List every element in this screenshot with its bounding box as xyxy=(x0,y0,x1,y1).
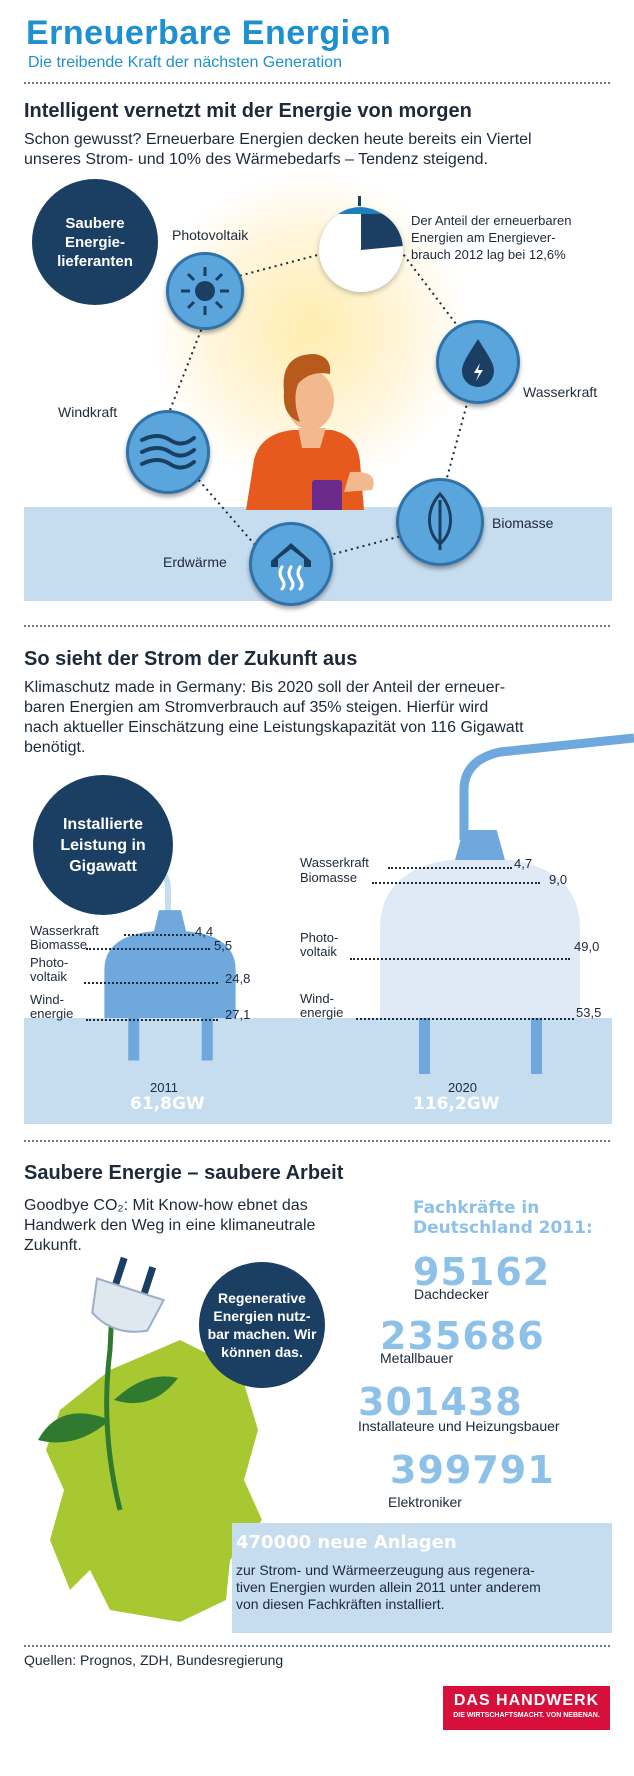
erdwaerme-label: Erdwärme xyxy=(163,554,227,570)
divider xyxy=(24,1645,610,1647)
badge-clean-energy: Saubere Energie- lieferanten xyxy=(32,179,158,305)
label-2011-photo: Photo-voltaik xyxy=(30,955,69,984)
leader-2011-wasser xyxy=(124,934,194,936)
total-2011: 61,8GW xyxy=(130,1094,205,1114)
geothermal-icon xyxy=(249,522,333,606)
ground-strip-chart xyxy=(24,1018,612,1124)
stat-value-dachdecker: 95162 xyxy=(413,1250,551,1294)
germany-map-illustration xyxy=(38,1256,262,1622)
leader-2020-photo xyxy=(350,958,570,960)
section3-heading: Saubere Energie – saubere Arbeit xyxy=(24,1162,344,1184)
share-pie xyxy=(319,208,403,292)
stat-label-dachdecker: Dachdecker xyxy=(414,1286,489,1302)
label-2020-wasserkraft: Wasserkraft xyxy=(300,855,369,870)
value-2011-photovoltaik: 24,8 xyxy=(225,971,251,986)
stat-value-installateure: 301438 xyxy=(358,1380,523,1424)
leader-2020-wasser xyxy=(388,867,512,869)
capacity-chart xyxy=(104,830,580,1074)
installations-title: 470000 neue Anlagen xyxy=(236,1532,457,1553)
person-illustration xyxy=(246,354,374,510)
badge-regenerative: Regenerative Energien nutz- bar machen. … xyxy=(199,1262,325,1388)
section1-text: Schon gewusst? Erneuerbare Energien deck… xyxy=(24,131,532,168)
value-2011-biomasse: 5,5 xyxy=(214,938,233,953)
section2-text: Klimaschutz made in Germany: Bis 2020 so… xyxy=(24,679,524,756)
value-2011-wasserkraft: 4,4 xyxy=(195,924,214,939)
stats-title: Fachkräfte in Deutschland 2011: xyxy=(413,1198,593,1238)
label-2011-wasserkraft: Wasserkraft xyxy=(30,923,99,938)
plug-collar-2011 xyxy=(153,910,187,933)
stat-value-metallbauer: 235686 xyxy=(380,1314,545,1358)
label-2020-wind: Wind-energie xyxy=(300,991,344,1020)
stat-label-elektroniker: Elektroniker xyxy=(388,1494,462,1510)
section2-heading: So sieht der Strom der Zukunft aus xyxy=(24,648,358,670)
leaf-icon xyxy=(396,478,484,566)
plug-2020 xyxy=(380,830,580,1074)
plug-prong-2011-1 xyxy=(201,1014,213,1061)
water-drop-icon xyxy=(436,320,520,404)
badge-capacity: Installierte Leistung in Gigawatt xyxy=(33,775,173,915)
section3-text: Goodbye CO₂: Mit Know-how ebnet das Hand… xyxy=(24,1197,316,1254)
windkraft-label: Windkraft xyxy=(58,404,118,420)
value-2020-windenergie: 53,5 xyxy=(576,1005,602,1020)
logo: DAS HANDWERK DIE WIRTSCHAFTSMACHT. VON N… xyxy=(443,1686,610,1730)
sources-text: Quellen: Prognos, ZDH, Bundesregierung xyxy=(24,1652,284,1668)
stat-label-installateure: Installateure und Heizungsbauer xyxy=(358,1418,560,1434)
installations-text: zur Strom- und Wärmeerzeugung aus regene… xyxy=(236,1562,541,1612)
year-2011: 2011 xyxy=(150,1080,178,1095)
value-2020-wasserkraft: 4,7 xyxy=(514,856,533,871)
label-2020-photo: Photo-voltaik xyxy=(300,930,339,959)
plug-prong-2020-1 xyxy=(531,1014,542,1074)
share-text: Der Anteil der erneuerbaren Energien am … xyxy=(411,213,572,262)
plug-collar-2020 xyxy=(455,830,505,860)
plug-prong-2020-0 xyxy=(419,1014,430,1074)
value-2020-photovoltaik: 49,0 xyxy=(574,939,600,954)
value-2011-windenergie: 27,1 xyxy=(225,1007,251,1022)
installations-box xyxy=(232,1523,612,1633)
stat-value-elektroniker: 399791 xyxy=(390,1448,555,1492)
leader-2011-wind xyxy=(86,1019,218,1021)
leader-2011-bio xyxy=(86,948,210,950)
divider xyxy=(24,625,610,627)
stat-label-metallbauer: Metallbauer xyxy=(380,1350,454,1366)
label-2011-wind: Wind-energie xyxy=(30,992,74,1021)
biomasse-label: Biomasse xyxy=(492,515,554,531)
wind-icon xyxy=(126,410,210,494)
leader-2020-wind xyxy=(356,1018,574,1020)
plug-body-2011 xyxy=(104,930,236,1018)
connection-lines xyxy=(169,249,473,556)
leader-2020-bio xyxy=(372,882,540,884)
label-2020-biomasse: Biomasse xyxy=(300,870,358,885)
divider xyxy=(24,82,610,84)
value-2020-biomasse: 9,0 xyxy=(549,872,568,887)
plug-body-2020 xyxy=(380,858,580,1018)
divider xyxy=(24,1140,610,1142)
photovoltaik-label: Photovoltaik xyxy=(172,227,249,243)
leader-2011-photo xyxy=(84,982,218,984)
plug-2011 xyxy=(104,910,236,1061)
year-2020: 2020 xyxy=(448,1080,477,1095)
page-title: Erneuerbare Energien xyxy=(26,14,392,52)
section1-heading: Intelligent vernetzt mit der Energie von… xyxy=(24,100,472,122)
plug-prong-2011-0 xyxy=(128,1014,140,1061)
cable-2020 xyxy=(459,733,634,840)
page-subtitle: Die treibende Kraft der nächsten Generat… xyxy=(28,54,342,71)
wasserkraft-label: Wasserkraft xyxy=(523,384,598,400)
label-2011-biomasse: Biomasse xyxy=(30,937,88,952)
sun-icon xyxy=(166,252,244,330)
total-2020: 116,2GW xyxy=(413,1094,500,1114)
pie-stand-icon xyxy=(338,196,382,214)
